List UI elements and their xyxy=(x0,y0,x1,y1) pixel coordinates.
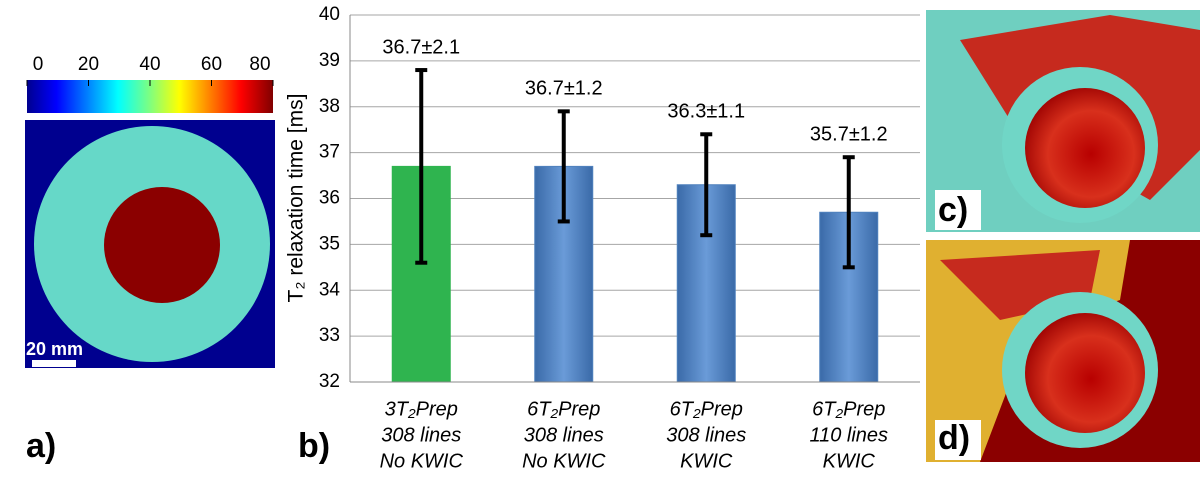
colorbar-tick-label: 60 xyxy=(201,54,222,75)
x-tick-label: 6T₂Prep xyxy=(812,398,885,420)
value-label: 36.7±1.2 xyxy=(525,78,603,100)
y-tick-label: 32 xyxy=(319,371,340,392)
y-tick-label: 36 xyxy=(319,188,340,209)
y-tick-label: 34 xyxy=(319,279,341,300)
y-tick-label: 35 xyxy=(319,233,340,254)
phantom-core xyxy=(104,187,220,303)
scale-bar-label: 20 mm xyxy=(26,339,83,359)
panel-label: d) xyxy=(938,419,970,457)
y-tick-label: 33 xyxy=(319,325,340,346)
panel-label: b) xyxy=(298,427,330,465)
colorbar-tick-label: 80 xyxy=(249,54,270,75)
scale-bar xyxy=(32,360,76,367)
x-tick-label: 308 lines xyxy=(381,424,461,446)
x-tick-label: 3T₂Prep xyxy=(385,398,458,420)
x-tick-label: No KWIC xyxy=(522,450,606,472)
y-tick-label: 40 xyxy=(319,4,340,25)
panel-label: c) xyxy=(938,191,968,229)
value-label: 36.7±2.1 xyxy=(382,36,460,58)
y-tick-label: 39 xyxy=(319,50,340,71)
label-box xyxy=(935,420,981,460)
x-tick-label: 6T₂Prep xyxy=(527,398,600,420)
mri-cavity xyxy=(1025,88,1145,208)
panel-label: a) xyxy=(26,427,56,465)
y-axis-label: T₂ relaxation time [ms] xyxy=(285,94,308,303)
colorbar-tick-label: 0 xyxy=(33,54,44,75)
x-tick-label: KWIC xyxy=(823,450,876,472)
label-box xyxy=(935,190,981,230)
value-label: 35.7±1.2 xyxy=(810,123,888,145)
x-tick-label: 308 lines xyxy=(666,424,746,446)
value-label: 36.3±1.1 xyxy=(667,101,745,123)
y-tick-label: 37 xyxy=(319,142,340,163)
mri-cavity xyxy=(1025,313,1145,433)
x-tick-label: 6T₂Prep xyxy=(670,398,743,420)
colorbar-tick-label: 40 xyxy=(139,54,160,75)
x-tick-label: KWIC xyxy=(680,450,733,472)
x-tick-label: 110 lines xyxy=(809,424,888,446)
colorbar-tick-label: 20 xyxy=(78,54,99,75)
y-tick-label: 38 xyxy=(319,96,340,117)
x-tick-label: No KWIC xyxy=(380,450,464,472)
x-tick-label: 308 lines xyxy=(524,424,604,446)
